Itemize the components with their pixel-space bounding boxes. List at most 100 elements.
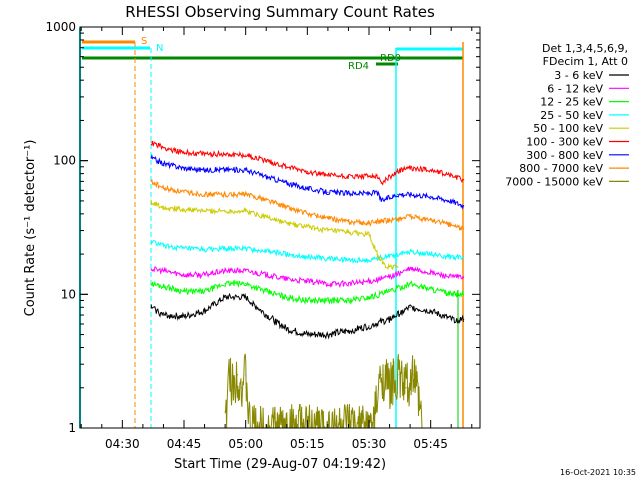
data-point — [162, 314, 165, 316]
data-point — [368, 222, 370, 224]
data-point — [224, 153, 226, 155]
data-point — [368, 192, 370, 194]
data-point — [150, 180, 152, 182]
data-point — [204, 210, 206, 212]
series-1 — [150, 266, 465, 289]
data-point — [224, 168, 226, 170]
series-3 — [150, 240, 465, 265]
data-point — [245, 283, 247, 285]
data-point — [228, 374, 230, 376]
legend-header: Det 1,3,4,5,6,9, — [542, 42, 628, 55]
data-point — [450, 200, 452, 202]
data-point — [327, 174, 329, 176]
x-tick-label: 05:00 — [228, 437, 263, 451]
data-point — [286, 222, 288, 224]
y-axis: 1 10 100 1000 — [45, 20, 480, 435]
data-point — [232, 387, 234, 389]
data-point — [430, 253, 432, 255]
data-point — [306, 187, 308, 189]
series-0 — [150, 292, 465, 340]
data-point — [162, 285, 165, 287]
data-point — [265, 216, 267, 218]
plot-frame — [79, 26, 481, 429]
data-point — [224, 296, 226, 298]
data-point — [450, 224, 452, 226]
x-axis: 04:30 04:45 05:00 05:15 05:30 05:45 — [80, 27, 473, 451]
data-point — [183, 248, 185, 250]
data-point — [162, 163, 165, 165]
data-point — [150, 141, 152, 143]
data-point — [150, 306, 152, 308]
data-point — [463, 276, 465, 278]
data-point — [327, 217, 329, 219]
data-point — [183, 316, 185, 318]
data-point — [183, 167, 185, 169]
y-axis-label: Count Rate (s⁻¹ detector⁻¹) — [23, 140, 38, 317]
data-point — [380, 200, 382, 202]
data-point — [389, 290, 391, 293]
data-point — [265, 314, 267, 316]
legend-entry-label: 50 - 100 keV — [533, 122, 603, 135]
data-point — [183, 274, 185, 276]
generated-timestamp: 16-Oct-2021 10:35 — [560, 468, 636, 477]
data-point — [409, 283, 411, 285]
data-point — [413, 374, 415, 376]
data-point — [327, 258, 329, 260]
series-line-4 — [150, 200, 398, 271]
x-tick-label: 05:45 — [413, 437, 448, 451]
data-point — [245, 248, 247, 250]
data-point — [204, 169, 206, 171]
data-point — [241, 387, 243, 389]
data-point — [286, 206, 288, 208]
data-point — [306, 334, 308, 336]
data-point — [397, 374, 399, 376]
data-point — [463, 228, 465, 230]
legend-entry-label: 6 - 12 keV — [547, 82, 603, 95]
series-7 — [150, 178, 465, 231]
legend: Det 1,3,4,5,6,9,FDecim 1, Att 03 - 6 keV… — [505, 42, 629, 188]
data-point — [368, 259, 370, 261]
x-axis-label: Start Time (29-Aug-07 04:19:42) — [174, 457, 386, 472]
data-point — [376, 191, 378, 193]
y-tick-label: 10 — [61, 287, 76, 301]
data-point — [380, 374, 382, 376]
data-point — [306, 280, 308, 282]
data-point — [327, 334, 329, 336]
data-point — [204, 153, 206, 155]
x-tick-label: 05:15 — [290, 437, 325, 451]
data-point — [389, 255, 391, 257]
legend-entry-label: 100 - 300 keV — [526, 136, 603, 149]
data-point — [204, 274, 206, 276]
series-8 — [224, 353, 423, 430]
data-point — [368, 176, 370, 178]
data-point — [409, 193, 411, 195]
data-point — [430, 272, 432, 274]
y-tick-label: 1000 — [45, 20, 76, 34]
data-point — [430, 310, 432, 312]
data-point — [327, 299, 329, 301]
band-label-n: N — [156, 43, 163, 54]
data-point — [183, 191, 185, 193]
data-point — [265, 250, 267, 252]
data-point — [286, 278, 288, 280]
data-point — [347, 221, 349, 223]
data-point — [306, 213, 308, 215]
data-point — [204, 193, 206, 195]
legend-header: FDecim 1, Att 0 — [543, 55, 628, 68]
data-point — [463, 256, 465, 258]
data-point — [183, 152, 185, 154]
data-point — [150, 157, 152, 159]
data-point — [286, 296, 288, 298]
data-point — [409, 268, 411, 270]
data-point — [347, 231, 349, 234]
data-point — [376, 253, 378, 255]
data-point — [204, 290, 206, 293]
data-point — [286, 328, 288, 330]
y-tick-label: 100 — [53, 154, 76, 168]
legend-entry-label: 25 - 50 keV — [540, 109, 603, 122]
data-point — [409, 250, 411, 252]
x-tick-label: 04:45 — [167, 437, 202, 451]
data-point — [397, 170, 399, 172]
data-point — [450, 276, 452, 278]
